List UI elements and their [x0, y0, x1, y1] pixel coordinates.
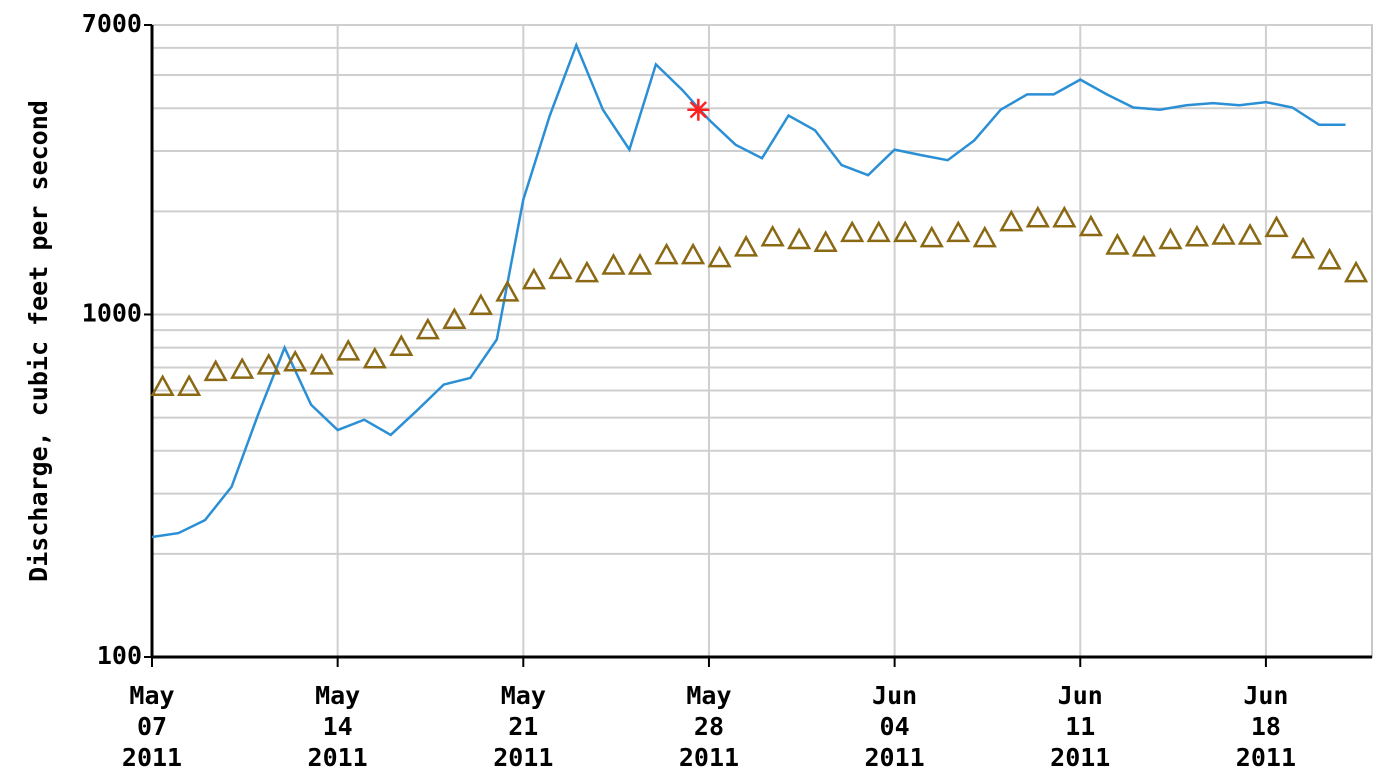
median-marker [627, 252, 653, 275]
median-marker [362, 346, 387, 369]
median-marker [336, 338, 361, 361]
median-marker [893, 220, 918, 243]
y-tick-label: 1000 [82, 298, 142, 327]
median-marker [1184, 224, 1210, 247]
x-tick-label: May 21 2011 [493, 681, 553, 772]
median-marker [733, 234, 759, 257]
median-marker [1131, 234, 1157, 257]
median-marker [813, 230, 838, 252]
median-marker [1237, 222, 1263, 245]
median-marker [1078, 214, 1103, 237]
median-marker [1317, 247, 1342, 270]
x-tick-label: Jun 04 2011 [864, 681, 924, 772]
median-marker [866, 220, 891, 243]
highlight-stroke [689, 101, 708, 119]
x-tick-label: Jun 18 2011 [1236, 681, 1296, 772]
median-marker [1105, 232, 1130, 255]
median-marker [972, 225, 997, 248]
median-marker [283, 349, 308, 372]
median-marker [1025, 205, 1050, 228]
median-marker [256, 352, 281, 375]
median-marker [389, 334, 414, 356]
median-marker [1264, 215, 1289, 238]
highlight-point [687, 98, 710, 121]
median-marker [415, 317, 440, 340]
x-tick-label: May 07 2011 [122, 681, 182, 772]
median-marker [1290, 236, 1316, 259]
median-marker [999, 209, 1024, 232]
median-marker [521, 267, 547, 290]
median-marker [1343, 260, 1369, 283]
median-marker [468, 293, 493, 316]
median-marker [203, 359, 228, 382]
median-marker [309, 352, 334, 375]
y-tick-label: 7000 [82, 9, 142, 38]
median-marker [150, 374, 175, 397]
median-marker [680, 242, 706, 265]
median-marker [495, 279, 520, 302]
median-marker [840, 220, 865, 243]
median-marker [787, 227, 812, 250]
y-axis-label: Discharge, cubic feet per second [24, 100, 53, 582]
x-tick-label: Jun 11 2011 [1050, 681, 1110, 772]
discharge-line [151, 41, 1346, 539]
x-tick-label: May 14 2011 [308, 681, 368, 772]
median-marker [654, 242, 679, 265]
median-marker [946, 220, 971, 243]
median-marker [707, 245, 732, 268]
median-marker [1052, 205, 1077, 228]
median-marker [760, 224, 785, 247]
median-marker [548, 257, 573, 280]
median-marker [574, 260, 600, 283]
median-marker [919, 225, 944, 248]
y-tick-label: 100 [97, 641, 142, 670]
median-marker [230, 357, 255, 379]
plot-area [151, 24, 1373, 658]
x-tick-label: May 28 2011 [679, 681, 739, 772]
median-marker [1211, 222, 1236, 245]
median-marker [177, 374, 202, 397]
median-marker [601, 252, 626, 275]
median-marker [442, 307, 467, 330]
median-marker [1158, 227, 1183, 250]
